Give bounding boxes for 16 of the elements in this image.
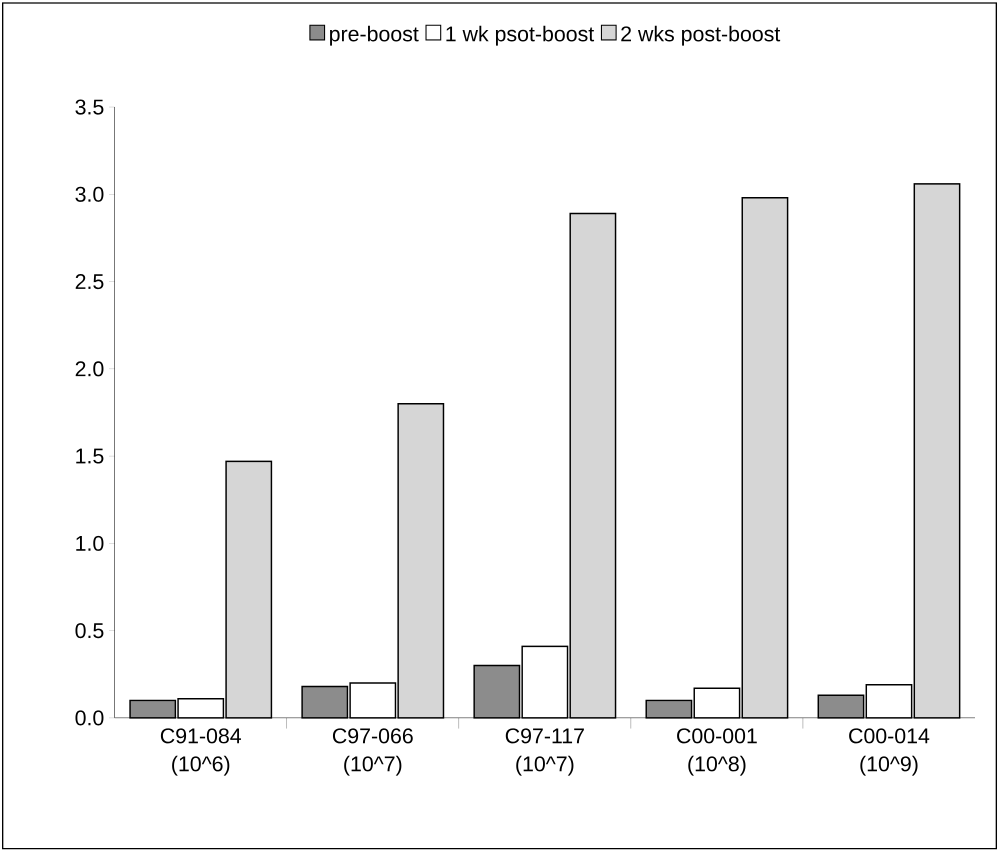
y-tick-label: 2.0 [76, 361, 104, 376]
legend-label: 2 wks post-boost [621, 26, 780, 46]
y-tick-label: 1.0 [76, 536, 104, 551]
y-tick-label: 2.5 [76, 274, 104, 289]
x-tick-label: C00-001 (10^8) [677, 728, 757, 776]
y-tick-label: 3.5 [75, 99, 104, 114]
y-tick-label: 1.5 [76, 448, 104, 464]
legend-label: pre-boost [330, 26, 419, 46]
x-tick-label: C97-066 (10^7) [332, 728, 413, 776]
x-tick-label: C91-084 (10^6) [160, 728, 242, 776]
legend-label: 1 wk psot-boost [446, 26, 594, 46]
x-tick-label: C97-117 (10^7) [506, 728, 584, 776]
y-tick-label: 3.0 [75, 186, 104, 202]
y-tick-label: 0.0 [75, 710, 104, 726]
y-tick-label: 0.5 [75, 622, 104, 638]
x-tick-label: C00-014 (10^9) [849, 728, 930, 776]
